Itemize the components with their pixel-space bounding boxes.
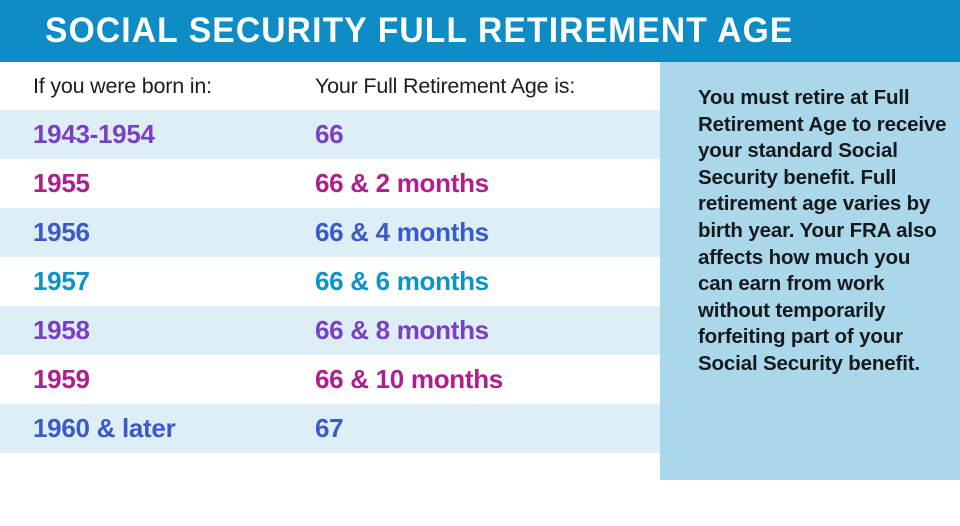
header-bar: Social Security Full Retirement Age [0, 0, 960, 62]
cell-retirement-age: 66 & 8 months [315, 315, 489, 345]
fra-table: If you were born in: Your Full Retiremen… [0, 62, 660, 453]
table-row: 1956 66 & 4 months [0, 208, 660, 257]
table-row: 1959 66 & 10 months [0, 355, 660, 404]
table-row: 1955 66 & 2 months [0, 159, 660, 208]
cell-retirement-age: 66 & 4 months [315, 217, 489, 247]
cell-birth-year: 1955 [33, 168, 90, 198]
cell-retirement-age: 66 & 10 months [315, 364, 503, 394]
page-title: Social Security Full Retirement Age [45, 11, 794, 50]
cell-retirement-age: 66 & 6 months [315, 266, 489, 296]
cell-birth-year: 1957 [33, 266, 90, 296]
column-header-birth-year: If you were born in: [33, 73, 212, 98]
cell-birth-year: 1943-1954 [33, 119, 155, 149]
table-header-row: If you were born in: Your Full Retiremen… [0, 62, 660, 110]
info-panel: You must retire at Full Retirement Age t… [660, 62, 960, 480]
cell-retirement-age: 67 [315, 413, 344, 443]
cell-birth-year: 1956 [33, 217, 90, 247]
table-row: 1943-1954 66 [0, 110, 660, 159]
info-panel-body: You must retire at Full Retirement Age t… [698, 86, 947, 375]
cell-birth-year: 1959 [33, 364, 90, 394]
infographic-root: Social Security Full Retirement Age You … [0, 0, 960, 480]
column-header-retirement-age: Your Full Retirement Age is: [315, 73, 576, 98]
cell-birth-year: 1960 & later [33, 413, 176, 443]
table-row: 1960 & later 67 [0, 404, 660, 453]
table-row: 1957 66 & 6 months [0, 257, 660, 306]
cell-birth-year: 1958 [33, 315, 90, 345]
cell-retirement-age: 66 & 2 months [315, 168, 489, 198]
table-row: 1958 66 & 8 months [0, 306, 660, 355]
cell-retirement-age: 66 [315, 119, 344, 149]
